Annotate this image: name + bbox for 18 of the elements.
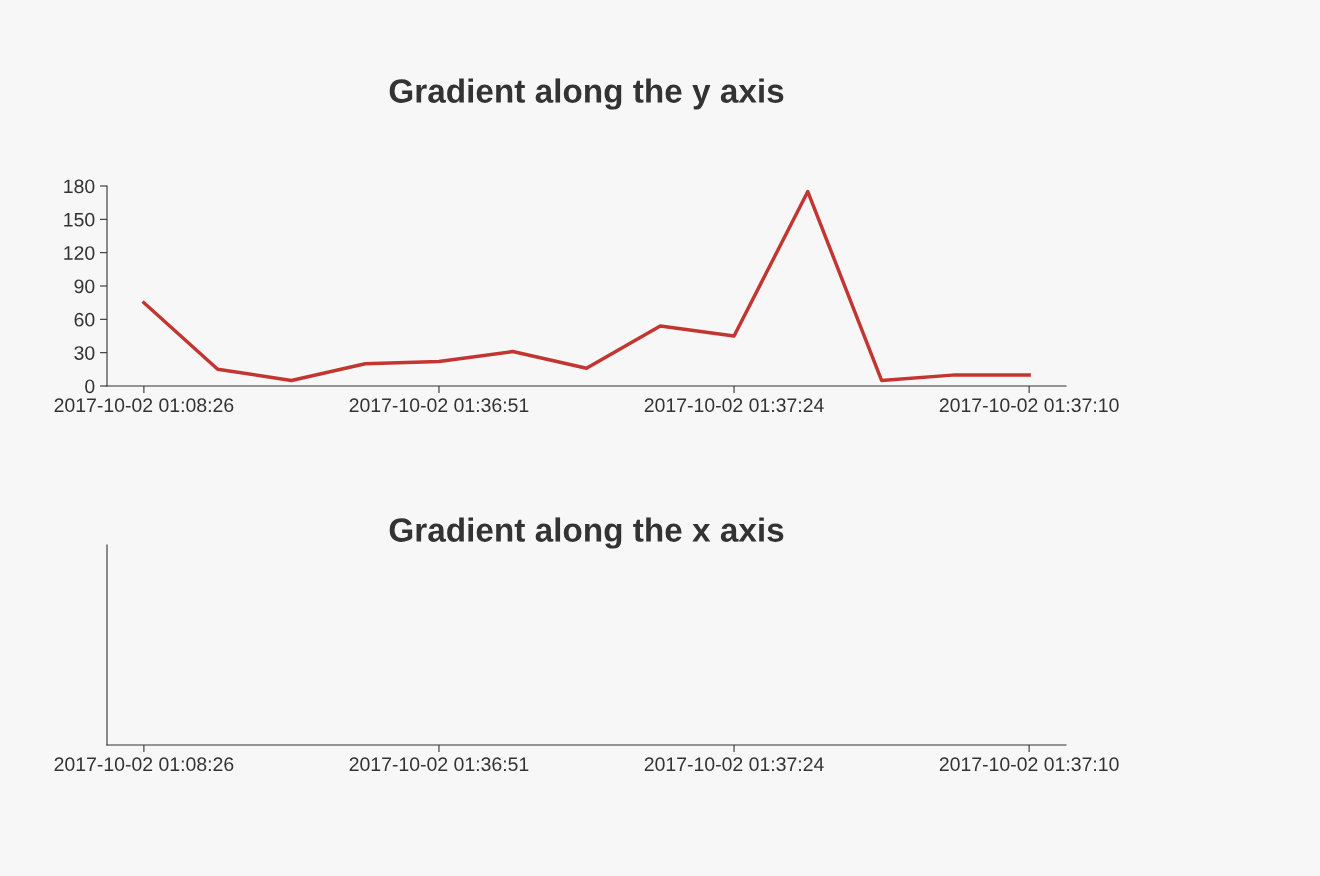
x-tick-label: 2017-10-02 01:37:10	[939, 398, 1119, 413]
chart-title: Gradient along the y axis	[389, 78, 784, 110]
category-label: 2017-10-02 01:08:26	[54, 757, 234, 772]
y-tick-label: 150	[64, 212, 95, 227]
y-tick-label: 90	[74, 279, 95, 294]
x-tick-label: 2017-10-02 01:36:51	[349, 398, 529, 413]
y-tick-label: 120	[64, 246, 95, 260]
x-tick-label: 2017-10-02 01:37:24	[644, 398, 824, 413]
category-label: 2017-10-02 01:36:51	[349, 757, 529, 772]
category-label: 2017-10-02 01:37:10	[939, 757, 1119, 772]
y-tick-label: 30	[74, 346, 95, 360]
y-tick-label: 180	[64, 179, 95, 194]
y-tick-label: 0	[85, 379, 95, 394]
category-label: 2017-10-02 01:37:24	[644, 757, 824, 772]
text: Gradient along the x axis	[389, 517, 784, 549]
y-tick-label: 60	[74, 312, 95, 327]
line-series	[142, 189, 1031, 383]
x-tick-label: 2017-10-02 01:08:26	[54, 398, 234, 413]
